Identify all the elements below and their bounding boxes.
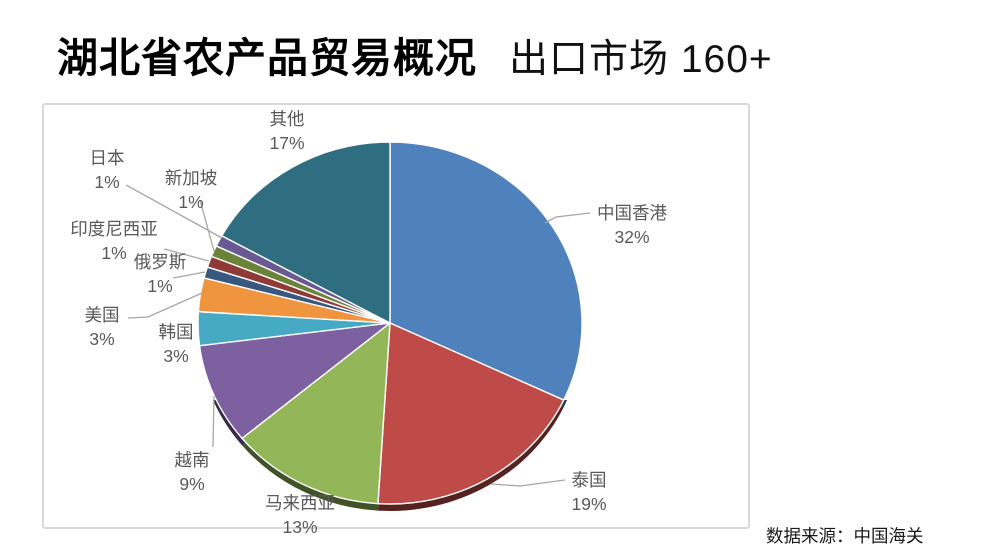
pie-label-percent: 1%: [178, 192, 204, 212]
pie-label-2: 马来西亚 13%: [265, 491, 335, 539]
pie-label-percent: 32%: [614, 227, 650, 247]
pie-slice-2: [241, 322, 391, 505]
pie-label-name: 泰国: [571, 470, 607, 490]
pie-label-5: 美国 3%: [85, 303, 120, 351]
pie-label-percent: 13%: [282, 517, 318, 537]
pie-chart-svg: [125, 141, 591, 511]
pie-label-name: 中国香港: [597, 203, 667, 223]
pie-label-4: 韩国 3%: [159, 320, 194, 368]
pie-label-name: 美国: [84, 305, 120, 325]
pie-label-1: 泰国 19%: [571, 468, 606, 516]
pie-label-percent: 19%: [571, 494, 607, 514]
leader-line-0: [544, 212, 591, 224]
pie-label-7: 印度尼西亚 1%: [70, 217, 158, 265]
pie-label-name: 俄罗斯: [133, 252, 187, 272]
pie-label-percent: 1%: [94, 172, 120, 192]
leader-line-6: [172, 271, 206, 279]
pie-slice-10: [221, 141, 391, 324]
leader-lines: [125, 184, 591, 487]
pie-label-3: 越南 9%: [175, 448, 210, 496]
leader-line-5: [127, 292, 203, 319]
pie-label-name: 马来西亚: [265, 493, 335, 513]
leader-line-9: [125, 184, 223, 239]
pie-label-percent: 3%: [89, 329, 115, 349]
pie-label-percent: 1%: [101, 243, 127, 263]
leader-line-8: [199, 199, 215, 252]
pie-label-name: 印度尼西亚: [70, 219, 158, 239]
pie-label-name: 新加坡: [164, 168, 218, 188]
pie-label-0: 中国香港 32%: [597, 201, 667, 249]
pie-label-name: 越南: [174, 450, 210, 470]
pie-label-8: 新加坡 1%: [165, 166, 218, 214]
pie-label-10: 其他 17%: [269, 107, 304, 155]
leader-line-3: [212, 395, 215, 448]
pie-label-percent: 1%: [147, 276, 173, 296]
page-title: 湖北省农产品贸易概况 出口市场 160+: [57, 24, 773, 84]
pie-slices: [197, 141, 583, 505]
pie-chart-area: 中国香港 32% 泰国 19% 马来西亚 13% 越南 9% 韩国 3% 美国 3% 俄罗斯 1% 印度尼西…: [42, 103, 750, 537]
pie-slice-3: [198, 322, 391, 440]
pie-label-percent: 9%: [179, 474, 205, 494]
pie-label-name: 日本: [89, 148, 125, 168]
pie-label-name: 韩国: [158, 322, 194, 342]
pie-slice-1: [377, 322, 565, 505]
pie-label-name: 其他: [269, 109, 305, 129]
pie-label-9: 日本 1%: [90, 146, 125, 194]
leader-line-1: [490, 479, 566, 487]
title-subtitle: 出口市场 160+: [509, 38, 773, 81]
pie-label-percent: 3%: [163, 346, 189, 366]
pie-label-6: 俄罗斯 1%: [134, 250, 187, 298]
data-source-note: 数据来源：中国海关: [766, 526, 924, 546]
title-main: 湖北省农产品贸易概况: [57, 35, 477, 81]
pie-label-percent: 17%: [269, 133, 305, 153]
leader-line-7: [163, 248, 210, 262]
pie-slice-0: [389, 141, 583, 401]
